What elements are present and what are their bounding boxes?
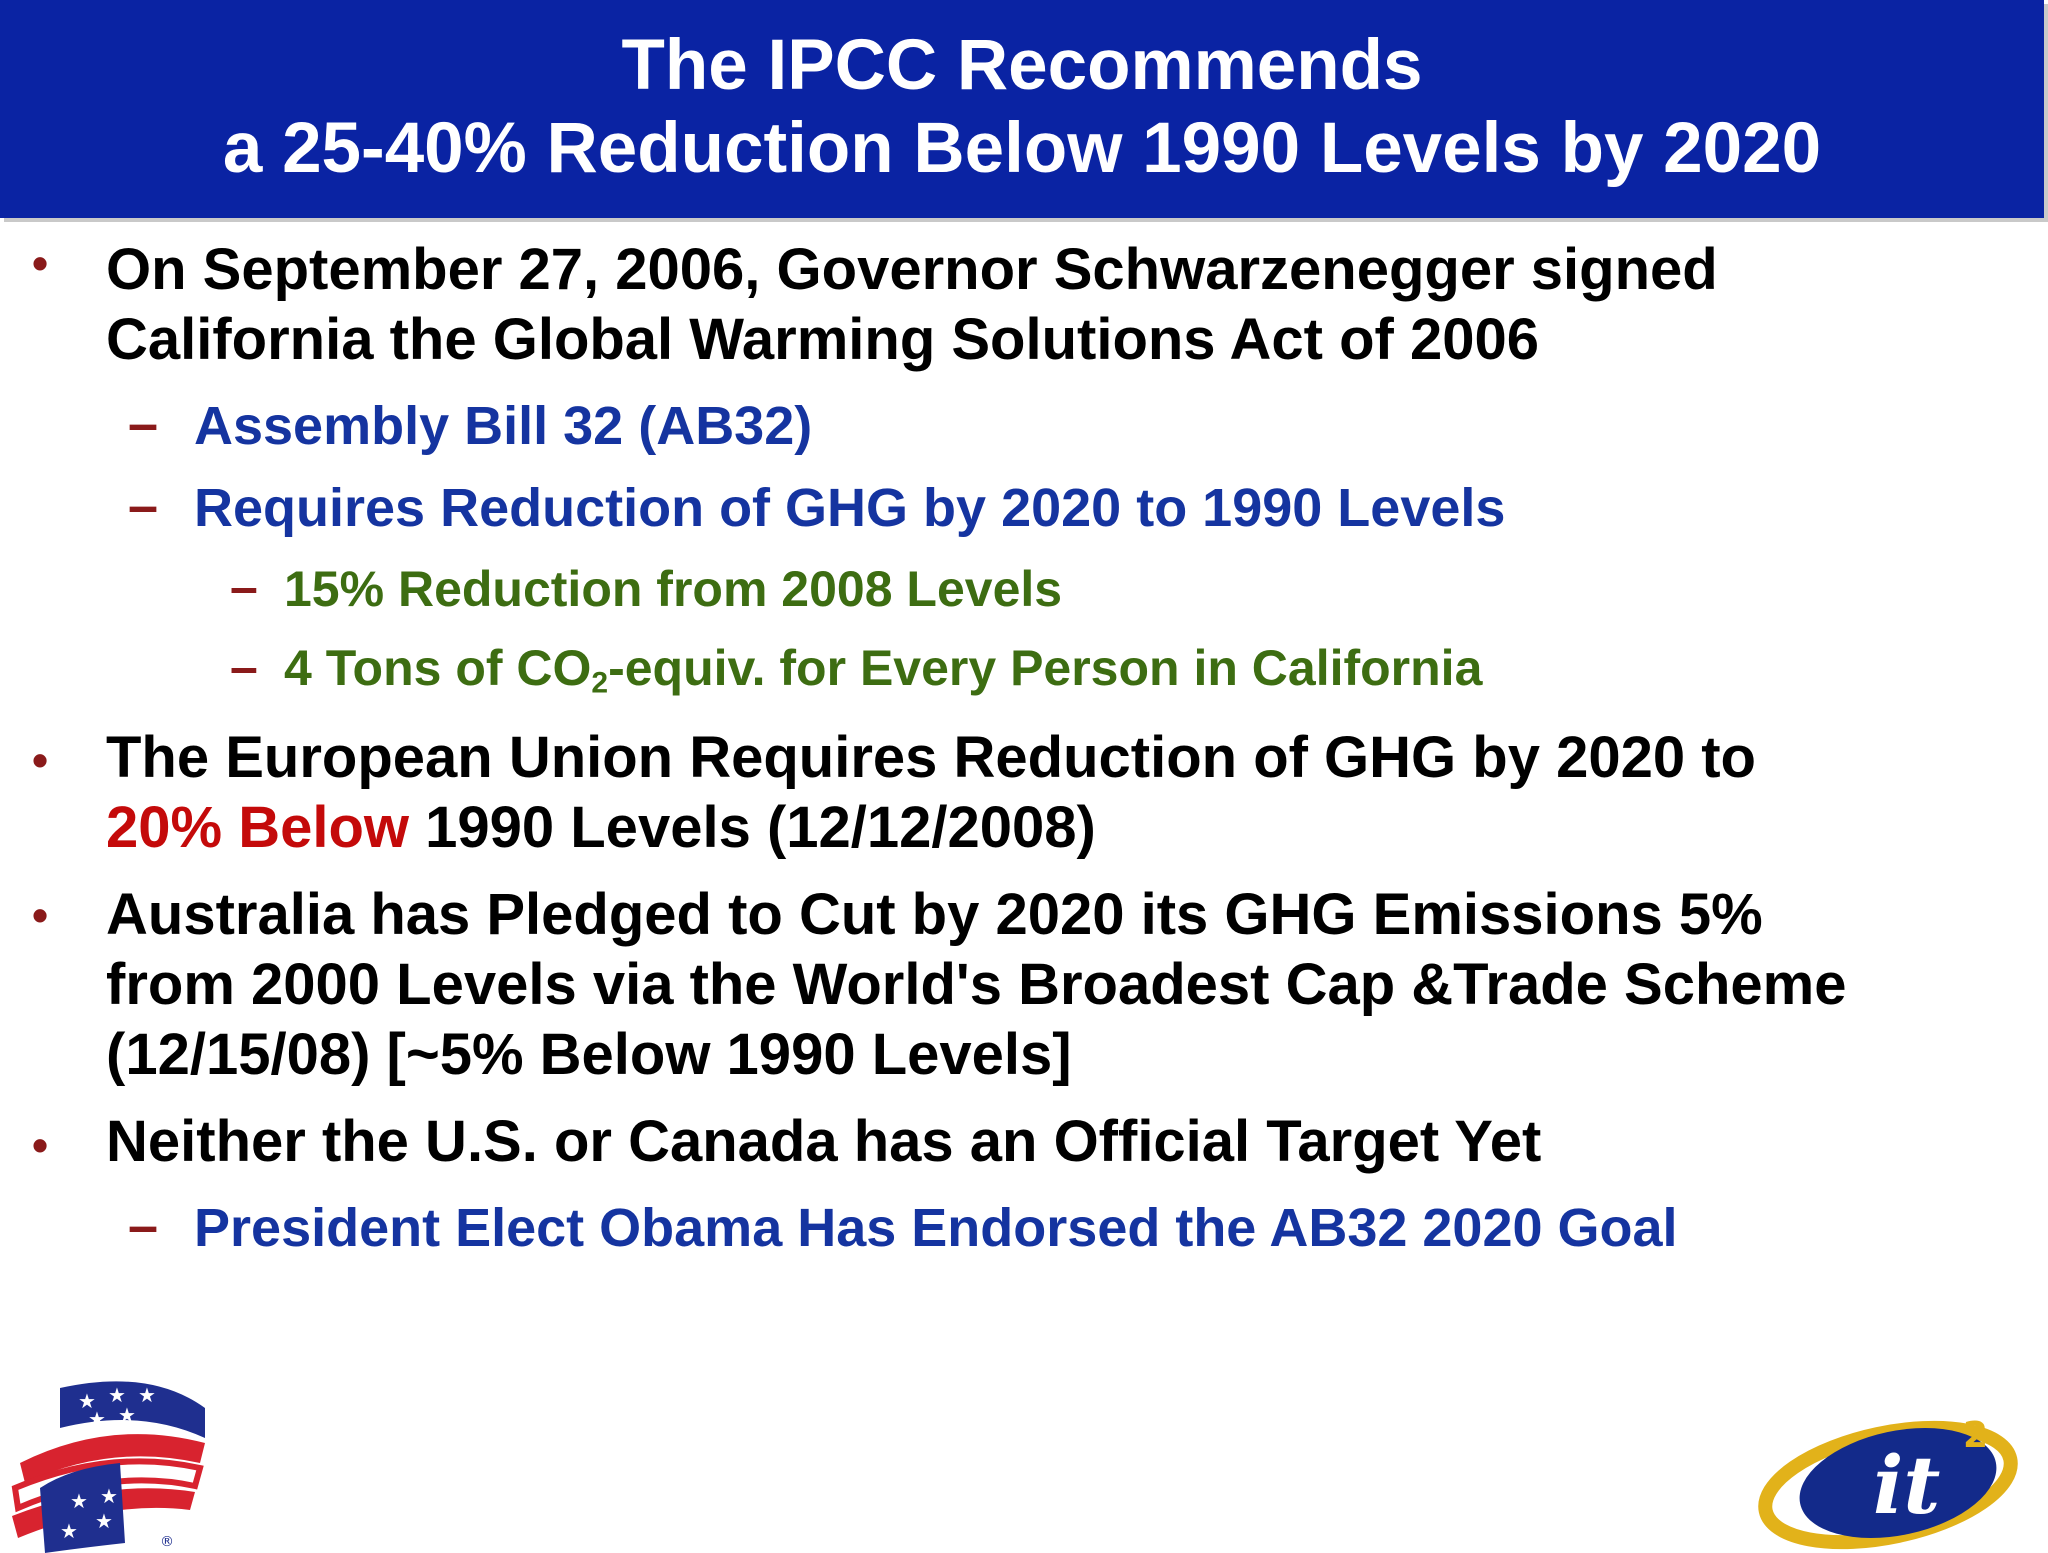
it2-logo: it 2 [1758,1415,2018,1550]
svg-text:★: ★ [95,1509,113,1533]
svg-text:★: ★ [70,1489,88,1513]
bullet-2-line-1: The European Union Requires Reduction of… [106,725,1756,790]
svg-text:®: ® [160,1534,174,1550]
bullet-3-line-1: Australia has Pledged to Cut by 2020 its… [106,882,1763,947]
bullet-3-line-3: (12/15/08) [~5% Below 1990 Levels] [106,1022,1072,1087]
dash-marker: – [128,1196,159,1256]
bullet-1-subsub-1: 15% Reduction from 2008 Levels [284,561,1063,617]
svg-text:★: ★ [78,1389,96,1413]
svg-text:★: ★ [60,1519,78,1543]
bullet-1-subsub-2: 4 Tons of CO2-equiv. for Every Person in… [284,637,1482,699]
co2-suffix: -equiv. for Every Person in California [608,640,1483,696]
it2-logo-superscript: 2 [1963,1415,1988,1456]
dash-marker: – [230,639,258,695]
slide-title-line-1: The IPCC Recommends [621,26,1423,105]
svg-text:★: ★ [88,1407,106,1431]
bullet-2-line-2: 20% Below 1990 Levels (12/12/2008) [106,793,1096,863]
bullet-3-line-2: from 2000 Levels via the World's Broades… [106,952,1847,1017]
bullet-1-sub-1: Assembly Bill 32 (AB32) [194,396,813,456]
flag-ribbon-logo: ★ ★ ★ ★ ★ ★★★★ ® [11,1381,205,1553]
bullet-marker: • [32,237,49,289]
it2-logo-text: it [1873,1438,1940,1532]
bullet-1-line-1: On September 27, 2006, Governor Schwarze… [106,237,1718,302]
dash-marker: – [230,559,258,615]
bullet-4-line-1: Neither the U.S. or Canada has an Offici… [106,1109,1542,1174]
slide-title-bar: The IPCC Recommends a 25-40% Reduction B… [0,0,2044,218]
svg-text:★: ★ [100,1484,118,1508]
svg-text:★: ★ [138,1383,156,1407]
bullet-marker: • [32,1119,49,1171]
dash-marker: – [128,394,159,454]
co2-subscript: 2 [591,666,609,700]
co2-prefix: 4 Tons of CO [284,640,592,696]
bullet-1-line-2: California the Global Warming Solutions … [106,307,1539,372]
svg-text:★: ★ [118,1403,136,1427]
slide-title-line-2: a 25-40% Reduction Below 1990 Levels by … [222,109,1822,188]
dash-marker: – [128,476,159,536]
bullet-2-line-2-rest: 1990 Levels (12/12/2008) [409,795,1096,860]
bullet-1-sub-2: Requires Reduction of GHG by 2020 to 199… [194,478,1506,538]
svg-text:★: ★ [108,1383,126,1407]
bullet-marker: • [32,889,49,941]
highlight-text: 20% Below [106,795,409,860]
bullet-4-sub-1: President Elect Obama Has Endorsed the A… [194,1198,1678,1258]
bullet-marker: • [32,734,49,786]
